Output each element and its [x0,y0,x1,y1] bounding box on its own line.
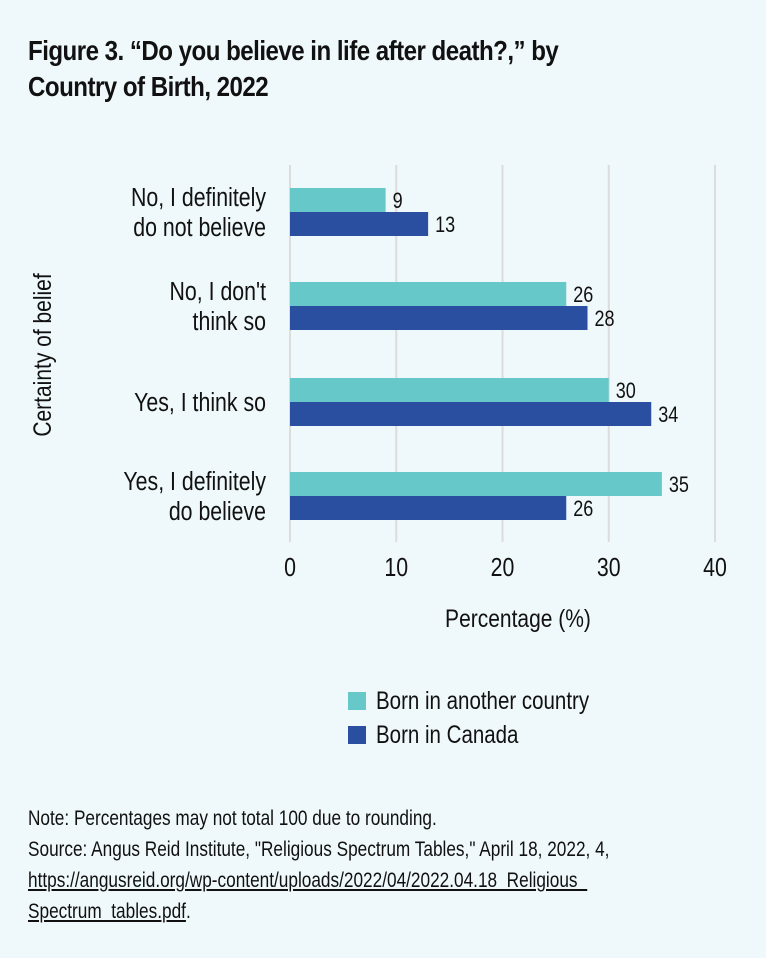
bar-born-another-country [290,282,567,306]
bar-born-canada [290,212,429,236]
x-tick-label: 20 [491,553,515,583]
source-text: Source: Angus Reid Institute, "Religious… [28,838,610,861]
bar-born-another-country [290,378,609,402]
figure-title: Figure 3. “Do you believe in life after … [28,33,647,105]
source-link-part-2[interactable]: Spectrum_tables.pdf [28,900,186,923]
data-label: 28 [595,307,615,331]
x-tick-label: 0 [284,553,296,583]
data-label: 34 [658,403,678,427]
bar-born-another-country [290,472,662,496]
data-label: 26 [573,283,593,307]
legend-swatch-born-canada [348,726,366,744]
legend-label: Born in Canada [376,720,519,749]
notes: Note: Percentages may not total 100 due … [28,803,700,927]
category-label: No, I don't [170,277,267,307]
source-trailing-period: . [185,900,191,923]
category-label: think so [193,307,266,337]
bar-born-another-country [290,188,386,212]
legend-label: Born in another country [376,686,590,715]
title-line-2: Country of Birth, 2022 [28,71,269,102]
data-label: 13 [435,213,455,237]
category-label: do believe [169,497,266,527]
category-label: do not believe [133,213,266,243]
bar-born-canada [290,496,567,520]
x-tick-label: 40 [703,553,727,583]
category-label: Yes, I think so [134,388,266,418]
bar-born-canada [290,402,652,426]
legend-item-born-another-country: Born in another country [348,684,636,718]
x-tick-label: 30 [597,553,621,583]
y-axis-title: Certainty of belief [28,273,56,437]
legend-swatch-born-another-country [348,692,366,710]
note-text: Note: Percentages may not total 100 due … [28,807,437,830]
data-label: 35 [669,473,689,497]
x-axis-title: Percentage (%) [445,604,591,632]
legend: Born in another country Born in Canada [348,684,636,752]
data-label: 26 [573,497,593,521]
legend-item-born-canada: Born in Canada [348,718,636,752]
source-link-part-1[interactable]: https://angusreid.org/wp-content/uploads… [28,869,588,892]
data-label: 30 [616,379,636,403]
x-tick-label: 10 [384,553,408,583]
category-label: Yes, I definitely [123,467,266,497]
bar-born-canada [290,306,588,330]
data-label: 9 [393,189,403,213]
category-label: No, I definitely [131,183,266,213]
title-line-1: Figure 3. “Do you believe in life after … [28,35,559,66]
